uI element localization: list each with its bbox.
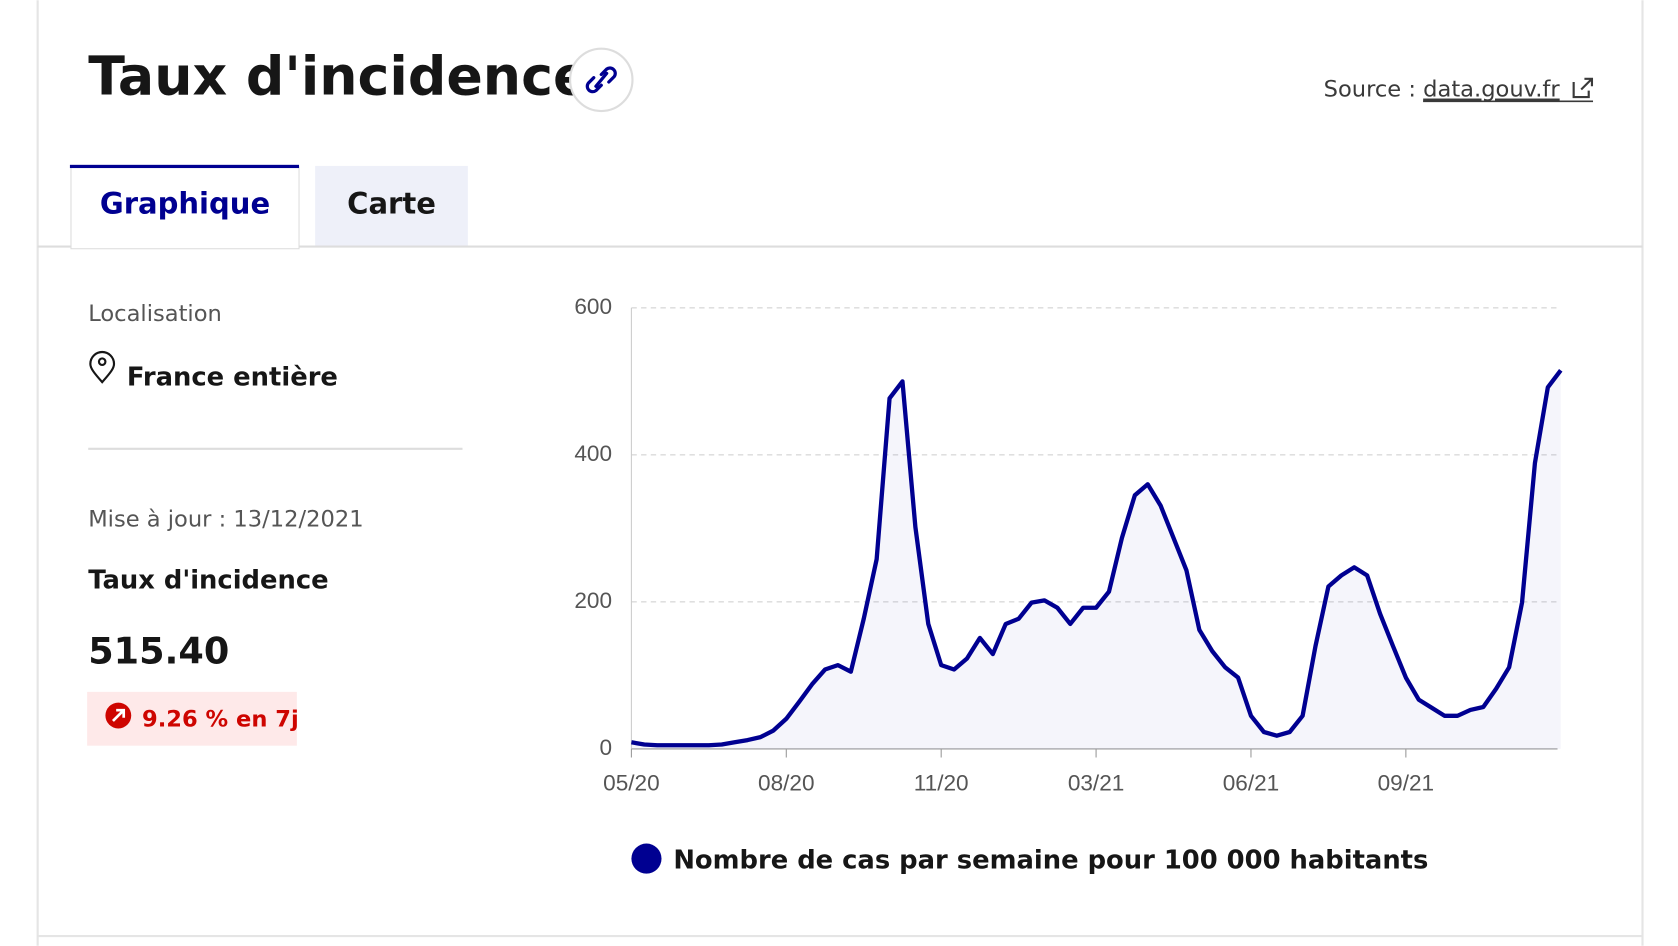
title: Taux d'incidence <box>88 44 589 107</box>
x-tick-label: 09/21 <box>1378 770 1435 795</box>
x-tick-label: 03/21 <box>1068 770 1125 795</box>
tab-label[interactable]: Carte <box>347 187 436 221</box>
x-tick-label: 11/20 <box>914 770 969 795</box>
y-tick-label: 0 <box>599 735 612 760</box>
tab-carte[interactable]: Carte <box>315 165 468 246</box>
change-arrow <box>111 708 126 722</box>
metric-title: Taux d'incidence <box>88 566 328 596</box>
location-label: Localisation <box>88 301 222 327</box>
pin-icon <box>89 351 116 384</box>
x-tick-label: 08/20 <box>758 770 815 795</box>
y-tick-label: 600 <box>574 294 612 319</box>
x-tick-label: 06/21 <box>1223 770 1280 795</box>
external-icon <box>1572 77 1594 99</box>
location: France entière <box>127 362 338 392</box>
area <box>631 370 1561 749</box>
y-tick-label: 200 <box>574 588 612 613</box>
legend-marker <box>631 843 662 874</box>
source: Source : data.gouv.fr <box>1324 76 1561 102</box>
source-label: Source : <box>1324 76 1416 102</box>
updated: Mise à jour : 13/12/2021 <box>88 506 363 532</box>
line <box>631 369 1563 748</box>
metric-value: 515.40 <box>88 630 229 673</box>
tab-label[interactable]: Graphique <box>100 187 270 221</box>
x-tick-label: 05/20 <box>603 770 660 795</box>
y-tick-label: 400 <box>574 441 612 466</box>
legend-label: Nombre de cas par semaine pour 100 000 h… <box>673 845 1428 875</box>
link-button[interactable] <box>569 47 634 113</box>
tab-graphique[interactable]: Graphique <box>69 164 300 250</box>
change: 9.26 % en 7j <box>142 706 299 732</box>
source-link[interactable]: data.gouv.fr <box>1423 76 1560 102</box>
